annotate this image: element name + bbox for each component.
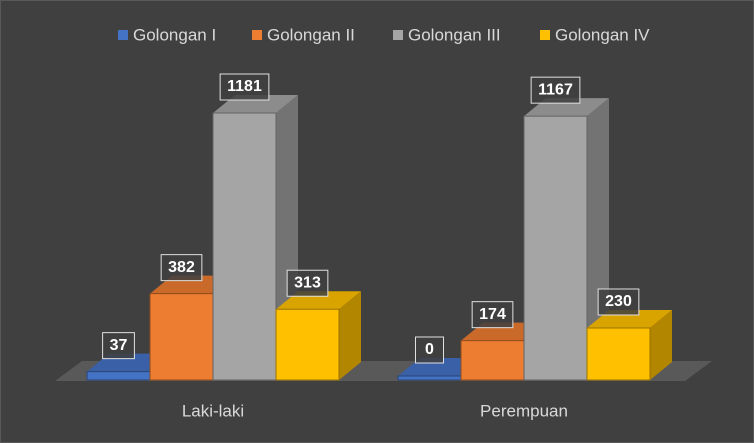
data-label-box (597, 288, 640, 316)
bar-side (650, 310, 672, 380)
bar-side (339, 291, 361, 380)
data-label: 1167 (538, 81, 573, 98)
data-label-box (415, 336, 444, 364)
data-label: 313 (294, 274, 321, 291)
legend-label: Golongan IV (555, 25, 650, 44)
bar (397, 375, 462, 381)
bar (586, 327, 651, 381)
data-label-box (219, 73, 270, 101)
data-label: 37 (110, 337, 128, 354)
legend-swatch (540, 30, 550, 40)
data-label: 1181 (227, 78, 262, 95)
data-label-box (471, 301, 514, 329)
data-label: 382 (168, 259, 195, 276)
x-tick-label: Laki-laki (182, 401, 244, 420)
bar (149, 293, 214, 381)
data-label: 174 (479, 306, 506, 323)
bar (275, 308, 340, 381)
legend-swatch (393, 30, 403, 40)
x-tick-label: Perempuan (480, 401, 568, 420)
bar (212, 112, 277, 381)
data-label: 0 (425, 341, 434, 358)
data-label: 230 (605, 293, 632, 310)
legend-label: Golongan II (267, 25, 355, 44)
data-label-box (160, 254, 203, 282)
legend-swatch (252, 30, 262, 40)
legend-swatch (118, 30, 128, 40)
bar (86, 371, 151, 381)
data-label-box (286, 269, 329, 297)
data-label-box (530, 76, 581, 104)
legend-label: Golongan III (408, 25, 501, 44)
data-label-box (102, 332, 135, 360)
legend-label: Golongan I (133, 25, 216, 44)
bar (460, 340, 525, 381)
bar (523, 115, 588, 381)
